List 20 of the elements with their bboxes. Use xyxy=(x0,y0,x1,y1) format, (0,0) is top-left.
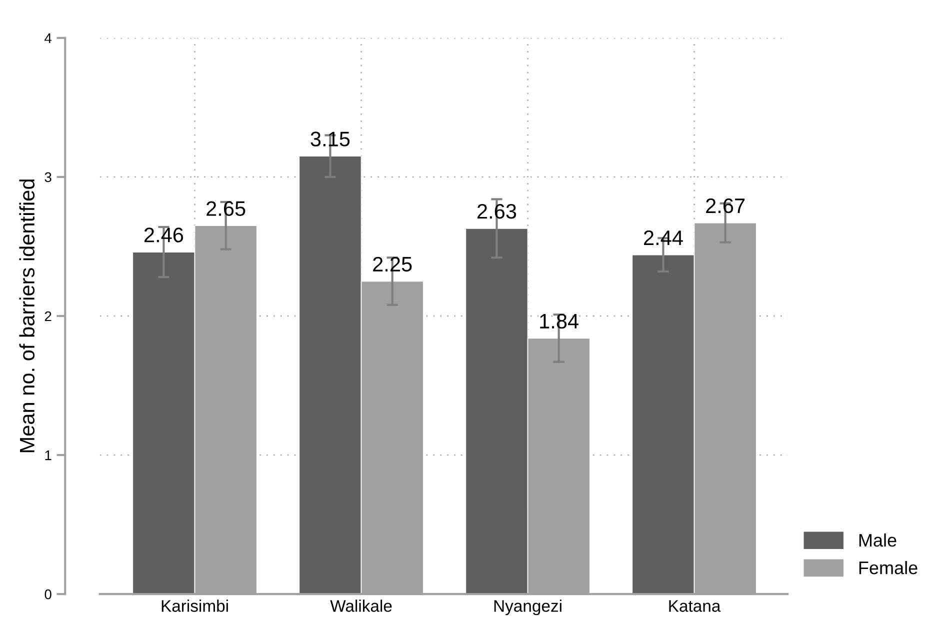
data-label: 2.25 xyxy=(373,256,412,272)
y-tick-label: 2 xyxy=(44,311,52,322)
legend-label: Male xyxy=(859,533,896,547)
data-label: 2.67 xyxy=(706,198,745,214)
data-label: 2.65 xyxy=(206,201,246,216)
x-tick-label: Karisimbi xyxy=(162,600,228,612)
data-label: 2.44 xyxy=(644,230,683,245)
data-label: 2.63 xyxy=(477,204,516,219)
y-tick-label: 3 xyxy=(44,172,52,182)
y-tick-label: 1 xyxy=(45,450,52,460)
y-tick-label: 0 xyxy=(44,589,52,600)
data-label: 3.15 xyxy=(310,132,350,146)
data-label: 2.46 xyxy=(144,228,184,242)
x-tick-label: Nyangezi xyxy=(494,600,562,616)
legend-label: Female xyxy=(859,561,918,574)
y-axis-title: Mean no. of barriers identified xyxy=(19,180,35,452)
y-tick-label: 4 xyxy=(44,33,52,43)
data-label: 1.84 xyxy=(540,314,578,329)
x-tick-label: Katana xyxy=(669,600,721,612)
x-tick-label: Walikale xyxy=(330,600,392,612)
